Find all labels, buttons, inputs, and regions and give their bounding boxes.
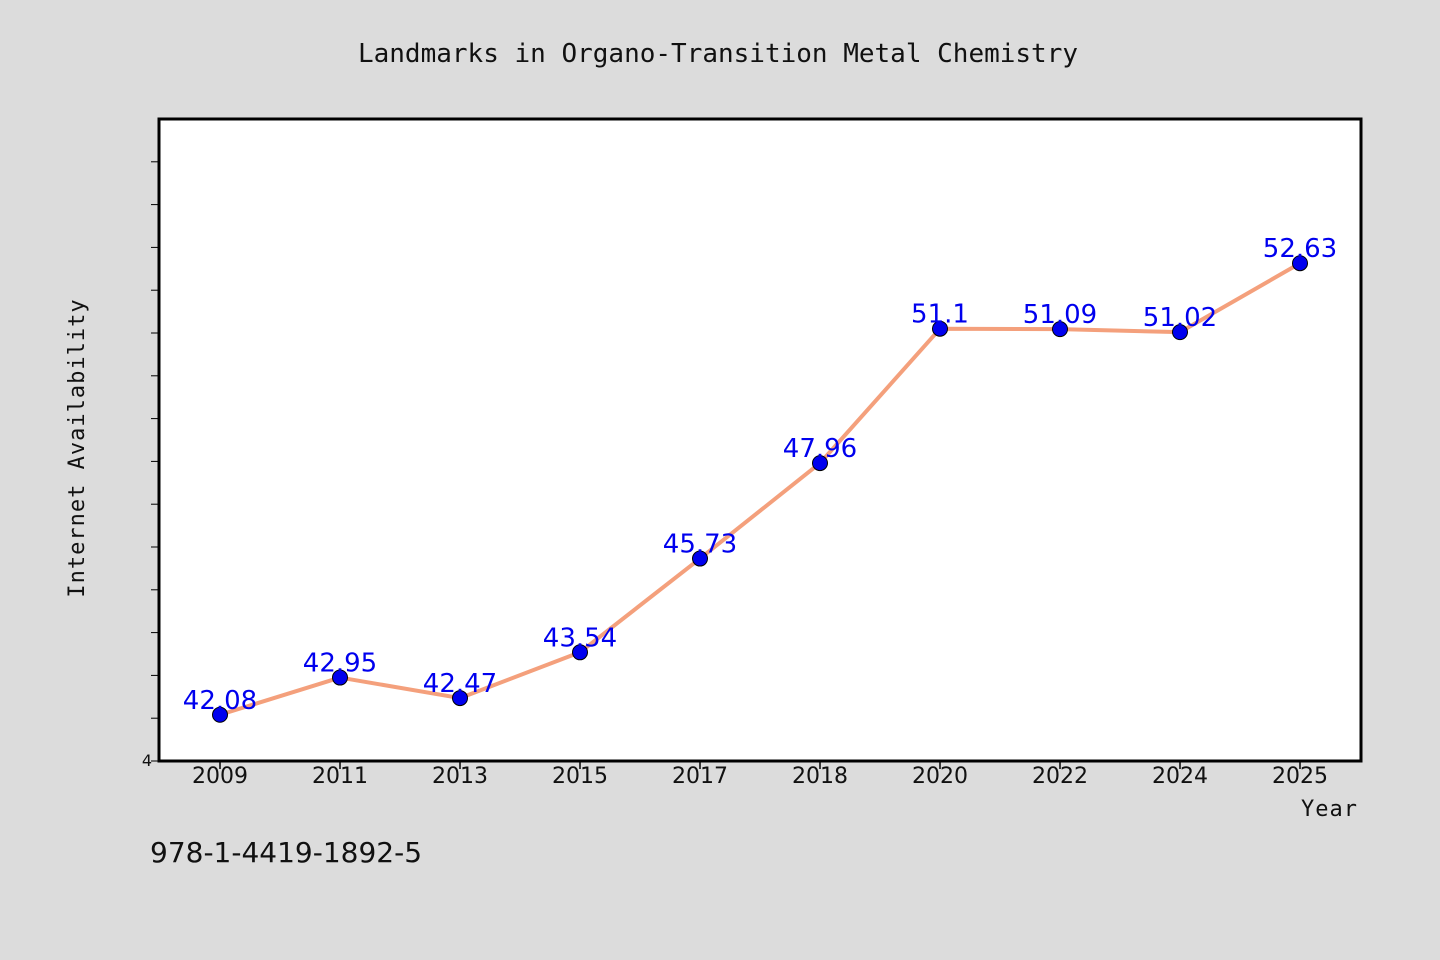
data-label: 45.73 (663, 530, 737, 560)
x-tick-label: 2013 (432, 764, 488, 789)
x-tick-label: 2018 (792, 764, 848, 789)
x-tick-label: 2020 (912, 764, 968, 789)
data-label: 42.08 (183, 686, 257, 716)
data-point (452, 690, 468, 707)
data-label: 42.95 (303, 649, 377, 679)
x-tick-label: 2022 (1032, 764, 1088, 789)
y-tick-label: 4 (142, 751, 152, 770)
x-axis-title: Year (1301, 797, 1358, 822)
data-label: 43.54 (543, 623, 617, 653)
x-tick-label: 2009 (192, 764, 248, 789)
data-label: 47.96 (783, 434, 857, 464)
series-line (218, 261, 1302, 717)
data-point (812, 455, 828, 472)
data-point (1172, 324, 1188, 341)
y-axis-ticks (151, 161, 159, 762)
x-tick-label: 2017 (672, 764, 728, 789)
data-point (572, 644, 588, 661)
isbn-text: 978-1-4419-1892-5 (150, 836, 422, 869)
data-label: 51.09 (1023, 300, 1097, 330)
x-axis-ticks: 2009 2011 2013 2015 2017 2018 2020 2022 2024 2025 (192, 761, 1328, 789)
data-point (1052, 321, 1068, 338)
data-point (212, 706, 228, 723)
data-label: 42.47 (423, 669, 497, 699)
data-point (332, 669, 348, 686)
data-markers (212, 255, 1308, 723)
x-tick-label: 2025 (1272, 764, 1328, 789)
data-label: 51.02 (1143, 303, 1217, 333)
y-axis-title: Internet Availability (65, 298, 90, 597)
data-point (1292, 255, 1308, 272)
plot-area (157, 117, 1363, 763)
chart-title: Landmarks in Organo-Transition Metal Che… (358, 39, 1078, 69)
data-labels: 42.08 42.95 42.47 43.54 45.73 47.96 51.1 51.09 5… (183, 234, 1337, 716)
data-label: 51.1 (911, 300, 969, 330)
data-point (692, 550, 708, 567)
x-tick-label: 2015 (552, 764, 608, 789)
x-tick-label: 2024 (1152, 764, 1208, 789)
data-point (932, 320, 948, 337)
x-tick-label: 2011 (312, 764, 368, 789)
data-label: 52.63 (1263, 234, 1337, 264)
